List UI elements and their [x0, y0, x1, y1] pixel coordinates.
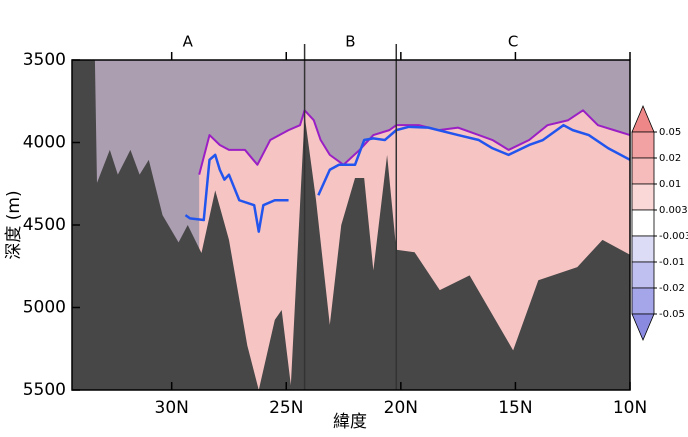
colorbar-band [631, 287, 655, 315]
colorbar-label: 0.003 [659, 205, 688, 216]
colorbar-band [631, 183, 655, 211]
colorbar-label: -0.003 [659, 231, 688, 242]
purple-line [198, 109, 631, 175]
x-tick-label: 20N [384, 398, 418, 418]
colorbar-band [631, 235, 655, 263]
blue-line [184, 123, 631, 233]
y-tick-label: 3500 [23, 50, 66, 70]
section-label: C [508, 33, 518, 51]
x-axis-label: 緯度 [333, 412, 367, 432]
colorbar-label: 0.02 [659, 153, 681, 164]
bathymetry [72, 60, 630, 390]
colorbar-label: 0.01 [659, 179, 681, 190]
colorbar-label: 0.05 [659, 127, 681, 138]
x-tick-label: 10N [613, 398, 647, 418]
colorbar-label: -0.01 [659, 257, 685, 268]
x-tick-label: 30N [155, 398, 189, 418]
y-axis-label: 深度 (m) [4, 190, 24, 259]
colorbar-band [631, 313, 655, 342]
colorbar-band [631, 261, 655, 289]
colorbar-band [631, 209, 655, 237]
colorbar-band [631, 104, 655, 133]
y-tick-label: 5500 [23, 380, 66, 400]
colorbar-band [631, 131, 655, 159]
x-tick-label: 15N [498, 398, 532, 418]
section-label: A [183, 33, 194, 51]
colorbar-band [631, 157, 655, 185]
y-tick-label: 4500 [23, 215, 66, 235]
y-tick-label: 4000 [23, 133, 66, 153]
colorbar-label: -0.02 [659, 283, 685, 294]
colorbar-label: -0.05 [659, 309, 685, 320]
section-label: B [345, 33, 355, 51]
x-tick-label: 25N [269, 398, 303, 418]
y-tick-label: 5000 [23, 298, 66, 318]
